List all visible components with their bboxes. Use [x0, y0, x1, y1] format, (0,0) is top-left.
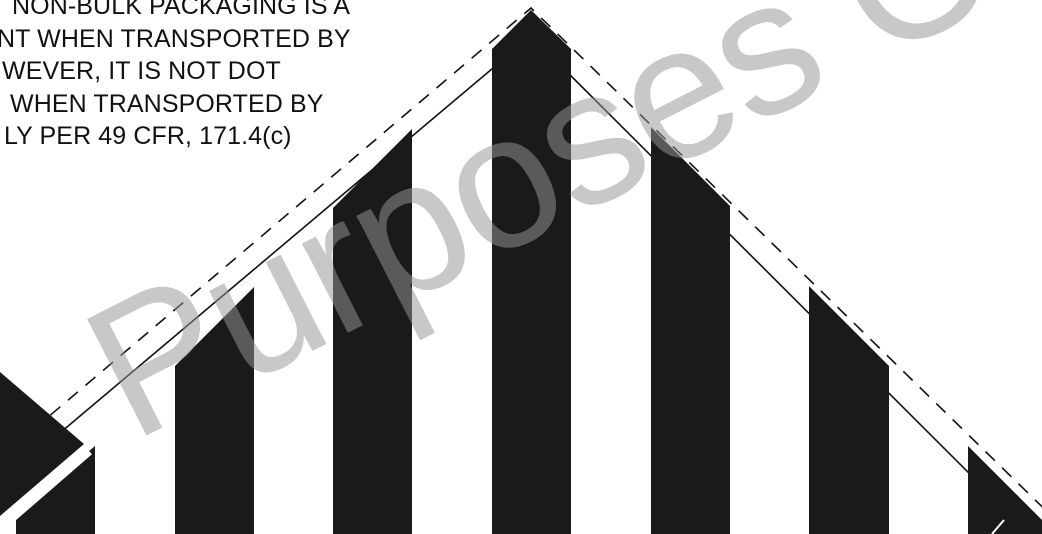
stripe-7 — [968, 446, 1042, 534]
stripe-4 — [492, 10, 571, 534]
adjacent-placard-corner — [0, 372, 84, 516]
stripe-3 — [333, 129, 412, 534]
notice-line: WHEN TRANSPORTED BY — [10, 89, 324, 118]
right-inner-edge-tick — [991, 519, 1005, 534]
dashed-outer-border — [0, 6, 1042, 508]
notice-line: WEVER, IT IS NOT DOT — [2, 57, 281, 85]
notice-line: NT WHEN TRANSPORTED BY — [0, 24, 351, 53]
notice-line: LY PER 49 CFR, 171.4(c) — [4, 122, 292, 150]
adjacent-placard-edge — [0, 449, 92, 533]
stripe-2 — [175, 287, 254, 534]
stripe-6 — [809, 286, 889, 534]
stripe-5 — [651, 127, 730, 534]
regulatory-notice-text: NON-BULK PACKAGING IS A NT WHEN TRANSPOR… — [0, 0, 351, 153]
notice-line: NON-BULK PACKAGING IS A — [12, 0, 351, 20]
